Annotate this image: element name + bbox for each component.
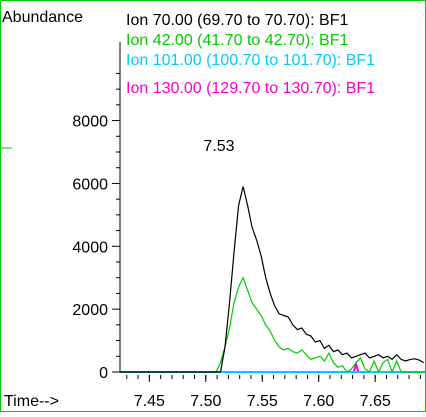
series-line-1 — [120, 276, 426, 374]
y-tick-label: 0 — [99, 365, 108, 382]
y-axis-label: Abundance — [2, 9, 83, 26]
x-tick-label: 7.45 — [134, 393, 165, 410]
legend-entry-1: Ion 42.00 (41.70 to 42.70): BF1 — [126, 32, 348, 49]
x-tick-label: 7.65 — [360, 393, 391, 410]
labels-layer: 0 2000 4000 6000 8000 7.45 7.50 7.55 7.60 7.65 Ion… — [72, 12, 390, 410]
series-line-0 — [120, 186, 424, 373]
tick-group — [112, 72, 421, 382]
y-tick-label: 6000 — [72, 176, 108, 193]
x-tick-label: 7.50 — [190, 393, 221, 410]
x-tick-label: 7.60 — [303, 393, 334, 410]
legend-entry-0: Ion 70.00 (69.70 to 70.70): BF1 — [126, 12, 348, 29]
legend-entry-2: Ion 101.00 (100.70 to 101.70): BF1 — [126, 52, 375, 69]
y-tick-label: 2000 — [72, 302, 108, 319]
x-tick-label: 7.55 — [247, 393, 278, 410]
x-axis-label: Time--> — [4, 393, 59, 410]
y-tick-label: 4000 — [72, 239, 108, 256]
series-layer — [120, 186, 426, 374]
legend-entry-3: Ion 130.00 (129.70 to 130.70): BF1 — [126, 80, 375, 97]
y-tick-label: 8000 — [72, 114, 108, 131]
peak-label: 7.53 — [203, 138, 234, 155]
